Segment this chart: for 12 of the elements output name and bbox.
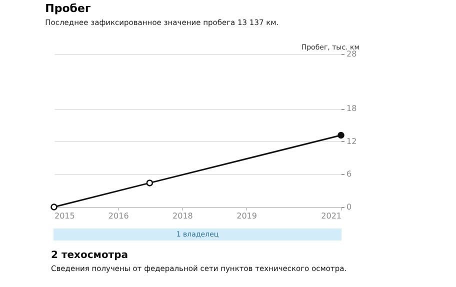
chart-title: Пробег bbox=[45, 2, 91, 15]
x-tick-label: 2016 bbox=[108, 212, 129, 220]
x-tick-label: 2018 bbox=[172, 212, 193, 220]
y-tick-label: 28 bbox=[346, 50, 357, 58]
y-tick-label: 18 bbox=[346, 104, 357, 114]
x-tick-label: 2021 bbox=[321, 212, 342, 220]
x-tick-label: 2015 bbox=[54, 212, 75, 220]
text: 2 техосмотра bbox=[51, 250, 128, 261]
x-tick-label: 2019 bbox=[236, 212, 257, 220]
y-tick-label: 12 bbox=[346, 136, 357, 146]
y-tick-label: 6 bbox=[346, 170, 352, 179]
y-tick-label: 0 bbox=[346, 202, 352, 212]
